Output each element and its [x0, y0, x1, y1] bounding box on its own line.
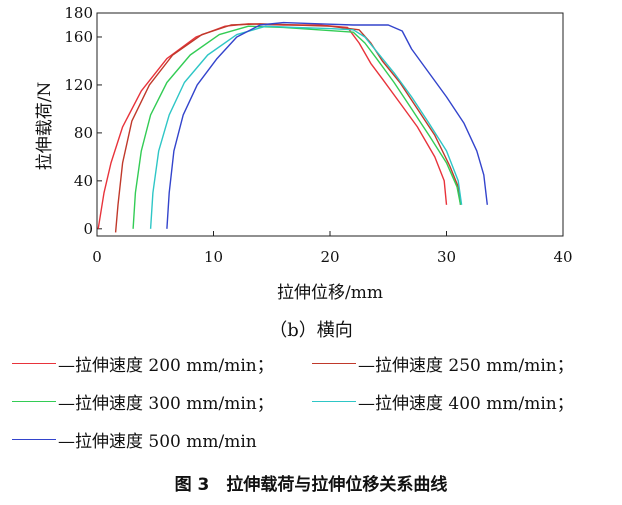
y-tick-label: 0	[83, 220, 93, 238]
subplot-caption: （b）横向	[269, 320, 353, 341]
y-tick-label: 180	[64, 4, 93, 22]
figure-caption: 图 3 拉伸载荷与拉伸位移关系曲线	[174, 475, 448, 495]
legend-line-250	[312, 363, 356, 364]
x-axis-label: 拉伸位移/mm	[277, 283, 383, 303]
legend-label-200: —拉伸速度 200 mm/min；	[58, 356, 274, 376]
series-line-0	[97, 23, 448, 229]
x-tick-label: 40	[553, 248, 572, 266]
x-tick-label: 20	[320, 248, 339, 266]
legend-label-500: —拉伸速度 500 mm/min	[58, 432, 257, 452]
legend-line-200	[12, 363, 56, 364]
legend-item-500: —拉伸速度 500 mm/min	[12, 427, 257, 452]
legend-label-400: —拉伸速度 400 mm/min；	[358, 394, 574, 414]
series-line-3	[149, 25, 463, 229]
legend-item-300: —拉伸速度 300 mm/min；	[12, 389, 274, 414]
y-tick-label: 160	[64, 28, 93, 46]
legend-line-300	[12, 401, 56, 402]
y-tick-label: 120	[64, 76, 93, 94]
x-tick-label: 30	[437, 248, 456, 266]
x-tick-label: 0	[92, 248, 102, 266]
legend-line-500	[12, 439, 56, 440]
legend-item-400: —拉伸速度 400 mm/min；	[312, 389, 574, 414]
y-axis-label: 拉伸载荷/N	[35, 82, 55, 171]
legend-label-300: —拉伸速度 300 mm/min；	[58, 394, 274, 414]
chart: 0 10 20 30 40 0 40 80 120 160 180 拉伸位移/mm 拉伸载荷/N	[35, 4, 573, 303]
y-tick-label: 40	[74, 172, 93, 190]
series-line-4	[166, 21, 488, 229]
y-tick-label: 80	[74, 124, 93, 142]
series-line-1	[114, 23, 462, 233]
legend-item-250: —拉伸速度 250 mm/min；	[312, 351, 574, 376]
legend-label-250: —拉伸速度 250 mm/min；	[358, 356, 574, 376]
legend-item-200: —拉伸速度 200 mm/min；	[12, 351, 274, 376]
x-tick-label: 10	[204, 248, 223, 266]
series-line-2	[132, 25, 462, 229]
legend-line-400	[312, 401, 356, 402]
